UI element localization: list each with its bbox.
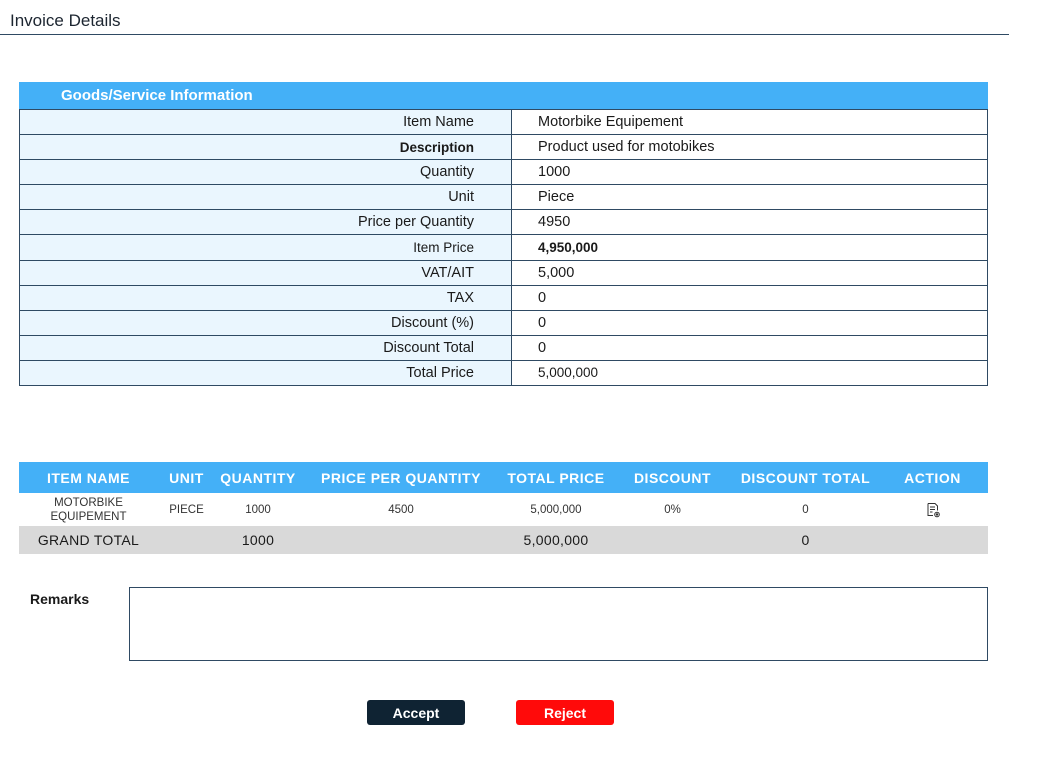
- column-header-price-per-quantity: PRICE PER QUANTITY: [301, 462, 501, 493]
- info-row-quantity: Quantity 1000: [19, 159, 988, 186]
- grand-total-total-price: 5,000,000: [501, 526, 611, 554]
- info-label: Price per Quantity: [19, 209, 512, 236]
- column-header-discount: DISCOUNT: [611, 462, 734, 493]
- info-row-item-name: Item Name Motorbike Equipement: [19, 108, 988, 136]
- column-header-quantity: QUANTITY: [215, 462, 301, 493]
- info-row-discount-percent: Discount (%) 0: [19, 309, 988, 336]
- grand-total-action: [877, 526, 988, 554]
- grand-total-quantity: 1000: [215, 526, 301, 554]
- grand-total-price-per-quantity: [301, 526, 501, 554]
- info-row-price-per-quantity: Price per Quantity 4950: [19, 209, 988, 236]
- column-header-action: ACTION: [877, 462, 988, 493]
- remarks-label: Remarks: [30, 591, 90, 607]
- info-value: 4950: [511, 209, 988, 236]
- info-row-item-price: Item Price 4,950,000: [19, 234, 988, 261]
- grand-total-row: GRAND TOTAL 1000 5,000,000 0: [19, 526, 988, 554]
- goods-service-info-header: Goods/Service Information: [19, 82, 988, 109]
- cell-action: [877, 493, 988, 526]
- grand-total-discount-total: 0: [734, 526, 877, 554]
- grand-total-discount: [611, 526, 734, 554]
- reject-button[interactable]: Reject: [516, 700, 614, 725]
- grand-total-label: GRAND TOTAL: [19, 526, 158, 554]
- column-header-discount-total: DISCOUNT TOTAL: [734, 462, 877, 493]
- cell-unit: PIECE: [158, 493, 215, 526]
- cell-item-name: MOTORBIKE EQUIPEMENT: [19, 493, 158, 526]
- remarks-input[interactable]: [129, 587, 988, 661]
- cell-quantity: 1000: [215, 493, 301, 526]
- info-row-total-price: Total Price 5,000,000: [19, 359, 988, 387]
- info-label: TAX: [19, 284, 512, 311]
- cell-total-price: 5,000,000: [501, 493, 611, 526]
- table-row: MOTORBIKE EQUIPEMENT PIECE 1000 4500 5,0…: [19, 493, 988, 526]
- info-row-vat-ait: VAT/AIT 5,000: [19, 259, 988, 286]
- info-row-description: Description Product used for motobikes: [19, 134, 988, 161]
- document-view-icon[interactable]: [925, 502, 941, 518]
- items-table-header: ITEM NAME UNIT QUANTITY PRICE PER QUANTI…: [19, 462, 988, 493]
- column-header-unit: UNIT: [158, 462, 215, 493]
- page-title: Invoice Details: [10, 11, 121, 30]
- info-row-discount-total: Discount Total 0: [19, 334, 988, 361]
- info-label: Unit: [19, 184, 512, 211]
- grand-total-unit: [158, 526, 215, 554]
- info-value: Product used for motobikes: [511, 134, 988, 161]
- info-value: 5,000: [511, 259, 988, 286]
- goods-service-info-panel: Goods/Service Information Item Name Moto…: [19, 82, 988, 387]
- info-label: Total Price: [19, 359, 512, 387]
- info-label: Discount Total: [19, 334, 512, 361]
- cell-discount-total: 0: [734, 493, 877, 526]
- items-table: ITEM NAME UNIT QUANTITY PRICE PER QUANTI…: [19, 462, 988, 554]
- column-header-item-name: ITEM NAME: [19, 462, 158, 493]
- info-row-unit: Unit Piece: [19, 184, 988, 211]
- info-value: 4,950,000: [511, 234, 988, 261]
- cell-price-per-quantity: 4500: [301, 493, 501, 526]
- goods-service-info-table: Item Name Motorbike Equipement Descripti…: [19, 108, 988, 387]
- info-value: 1000: [511, 159, 988, 186]
- cell-discount: 0%: [611, 493, 734, 526]
- info-row-tax: TAX 0: [19, 284, 988, 311]
- accept-button[interactable]: Accept: [367, 700, 465, 725]
- info-label: Description: [19, 134, 512, 161]
- info-label: Item Price: [19, 234, 512, 261]
- info-label: Item Name: [19, 108, 512, 136]
- info-value: Motorbike Equipement: [511, 108, 988, 136]
- info-label: VAT/AIT: [19, 259, 512, 286]
- page-header: Invoice Details: [0, 0, 1009, 35]
- info-value: 0: [511, 309, 988, 336]
- info-value: 5,000,000: [511, 359, 988, 387]
- info-value: 0: [511, 284, 988, 311]
- column-header-total-price: TOTAL PRICE: [501, 462, 611, 493]
- info-label: Quantity: [19, 159, 512, 186]
- info-value: Piece: [511, 184, 988, 211]
- info-label: Discount (%): [19, 309, 512, 336]
- info-value: 0: [511, 334, 988, 361]
- items-table-container: ITEM NAME UNIT QUANTITY PRICE PER QUANTI…: [19, 462, 988, 554]
